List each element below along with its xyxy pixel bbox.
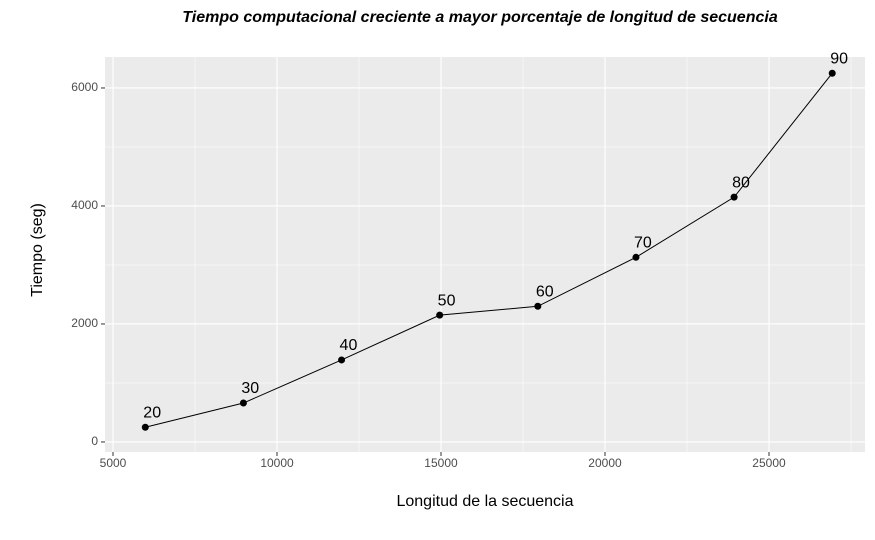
point — [632, 253, 640, 261]
chart-title: Tiempo computacional creciente a mayor p… — [182, 9, 778, 26]
point — [141, 423, 149, 431]
x-tick-label: 10000 — [260, 456, 294, 470]
y-tick-label: 4000 — [71, 198, 98, 212]
x-tick-label: 20000 — [588, 456, 622, 470]
point — [534, 302, 542, 310]
y-tick-label: 6000 — [71, 80, 98, 94]
point-label: 80 — [732, 174, 750, 191]
x-tick-label: 15000 — [424, 456, 458, 470]
point-label: 90 — [830, 50, 848, 67]
point-label: 20 — [143, 404, 161, 421]
x-tick-label: 5000 — [100, 456, 127, 470]
point-label: 50 — [438, 292, 456, 309]
point-label: 60 — [536, 283, 554, 300]
point-label: 40 — [340, 337, 358, 354]
point — [239, 399, 247, 407]
point-label: 70 — [634, 235, 652, 252]
point-label: 30 — [241, 380, 259, 397]
line — [145, 72, 833, 428]
x-tick-label: 25000 — [752, 456, 786, 470]
y-axis-label: Tiempo (seg) — [29, 203, 46, 297]
x-axis-label: Longitud de la secuencia — [396, 493, 573, 510]
panel — [105, 57, 865, 452]
y-tick-label: 2000 — [71, 316, 98, 330]
point — [338, 356, 346, 364]
point — [730, 193, 738, 201]
y-tick-label: 0 — [91, 434, 98, 448]
point — [436, 311, 444, 319]
point — [828, 69, 836, 77]
